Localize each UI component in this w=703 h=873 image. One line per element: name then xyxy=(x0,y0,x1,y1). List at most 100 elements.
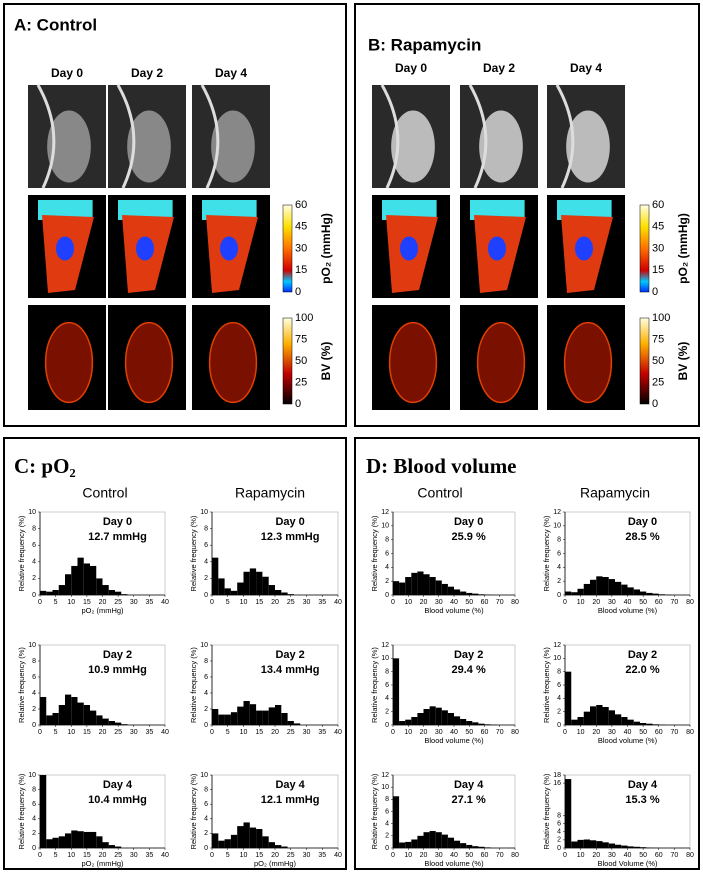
y-tick-label: 8 xyxy=(32,525,36,532)
mri-blob xyxy=(479,110,523,183)
x-tick-label: 60 xyxy=(481,729,489,736)
y-tick-label: 4 xyxy=(204,559,208,566)
panel-frame xyxy=(3,3,347,427)
bar xyxy=(102,585,109,595)
x-tick-label: 30 xyxy=(608,729,616,736)
bar xyxy=(77,831,84,848)
colorbar-tick: 0 xyxy=(652,398,658,410)
y-axis-label: Relative frequency (%) xyxy=(17,773,26,849)
y-tick-label: 6 xyxy=(32,801,36,808)
map-cyan xyxy=(382,200,437,220)
mri-blob xyxy=(566,110,610,183)
bar xyxy=(249,568,257,595)
y-tick-label: 6 xyxy=(385,808,389,815)
mri-edge xyxy=(116,84,136,189)
bar xyxy=(275,590,282,595)
bar xyxy=(90,565,97,595)
bar xyxy=(224,588,231,595)
bar xyxy=(571,592,578,595)
mri-blob xyxy=(391,110,435,183)
colorbar-tick: 45 xyxy=(295,221,307,233)
x-tick-label: 25 xyxy=(287,852,295,859)
panel-frame xyxy=(354,437,700,870)
x-tick-label: 50 xyxy=(639,599,647,606)
x-axis-label: Blood volume (%) xyxy=(424,606,484,615)
x-tick-label: 70 xyxy=(670,852,678,859)
bar xyxy=(90,710,97,725)
x-tick-label: 5 xyxy=(54,599,58,606)
y-tick-label: 4 xyxy=(557,829,561,836)
panel-frame xyxy=(3,437,347,870)
y-tick-label: 10 xyxy=(200,509,208,516)
x-tick-label: 80 xyxy=(511,599,519,606)
y-tick-label: 0 xyxy=(557,845,561,852)
bv-blob xyxy=(388,321,438,404)
bar xyxy=(583,711,590,725)
annotation: 12.1 mmHg xyxy=(261,794,320,806)
column-label: Day 2 xyxy=(483,61,515,75)
colorbar-tick: 75 xyxy=(295,333,307,345)
bar xyxy=(268,585,275,595)
x-tick-label: 10 xyxy=(240,852,248,859)
bar xyxy=(441,583,448,595)
x-tick-label: 0 xyxy=(38,729,42,736)
bar xyxy=(83,705,90,725)
map-cyan xyxy=(38,200,93,220)
bar xyxy=(627,719,634,725)
bar xyxy=(275,705,282,725)
bar xyxy=(212,557,219,595)
bar xyxy=(466,592,473,595)
y-tick-label: 10 xyxy=(381,523,389,530)
x-tick-label: 5 xyxy=(54,729,58,736)
x-tick-label: 35 xyxy=(145,852,153,859)
bar xyxy=(230,590,238,595)
x-tick-label: 30 xyxy=(130,729,138,736)
bv-blob xyxy=(208,321,258,404)
bar xyxy=(256,829,263,848)
bar xyxy=(460,591,467,595)
bar xyxy=(590,840,597,848)
x-tick-label: 40 xyxy=(161,852,169,859)
bar xyxy=(405,577,412,595)
annotation: Day 2 xyxy=(628,649,657,661)
bar xyxy=(58,585,65,595)
annotation: 29.4 % xyxy=(452,664,486,676)
x-tick-label: 60 xyxy=(655,729,663,736)
x-axis-label: pO₂ (mmHg) xyxy=(254,859,297,868)
x-tick-label: 20 xyxy=(592,729,600,736)
bar xyxy=(615,581,622,595)
y-tick-label: 0 xyxy=(32,722,36,729)
y-tick-label: 12 xyxy=(553,509,561,516)
bar xyxy=(108,721,115,725)
bar xyxy=(262,576,269,595)
y-tick-label: 8 xyxy=(204,658,208,665)
bar xyxy=(447,586,454,595)
x-tick-label: 70 xyxy=(496,852,504,859)
map-blue xyxy=(56,236,74,261)
x-tick-label: 0 xyxy=(38,599,42,606)
bar xyxy=(224,839,231,848)
bar xyxy=(596,705,603,725)
annotation: 22.0 % xyxy=(625,664,659,676)
bar xyxy=(608,710,615,725)
colorbar xyxy=(282,317,293,405)
x-tick-label: 40 xyxy=(450,729,458,736)
bar xyxy=(571,841,578,848)
colorbar-tick: 15 xyxy=(652,264,664,276)
x-tick-label: 15 xyxy=(255,729,263,736)
x-tick-label: 15 xyxy=(83,729,91,736)
x-tick-label: 60 xyxy=(655,852,663,859)
x-tick-label: 25 xyxy=(287,729,295,736)
annotation: Day 0 xyxy=(628,516,657,528)
bar xyxy=(115,846,122,848)
map-blue xyxy=(220,236,238,261)
bar xyxy=(478,846,485,848)
y-tick-label: 6 xyxy=(557,550,561,557)
y-tick-label: 8 xyxy=(32,786,36,793)
panel-title: A: Control xyxy=(14,15,97,34)
x-tick-label: 70 xyxy=(670,729,678,736)
bar xyxy=(287,594,294,595)
map-cyan xyxy=(470,200,525,220)
column-label: Day 4 xyxy=(215,66,247,80)
